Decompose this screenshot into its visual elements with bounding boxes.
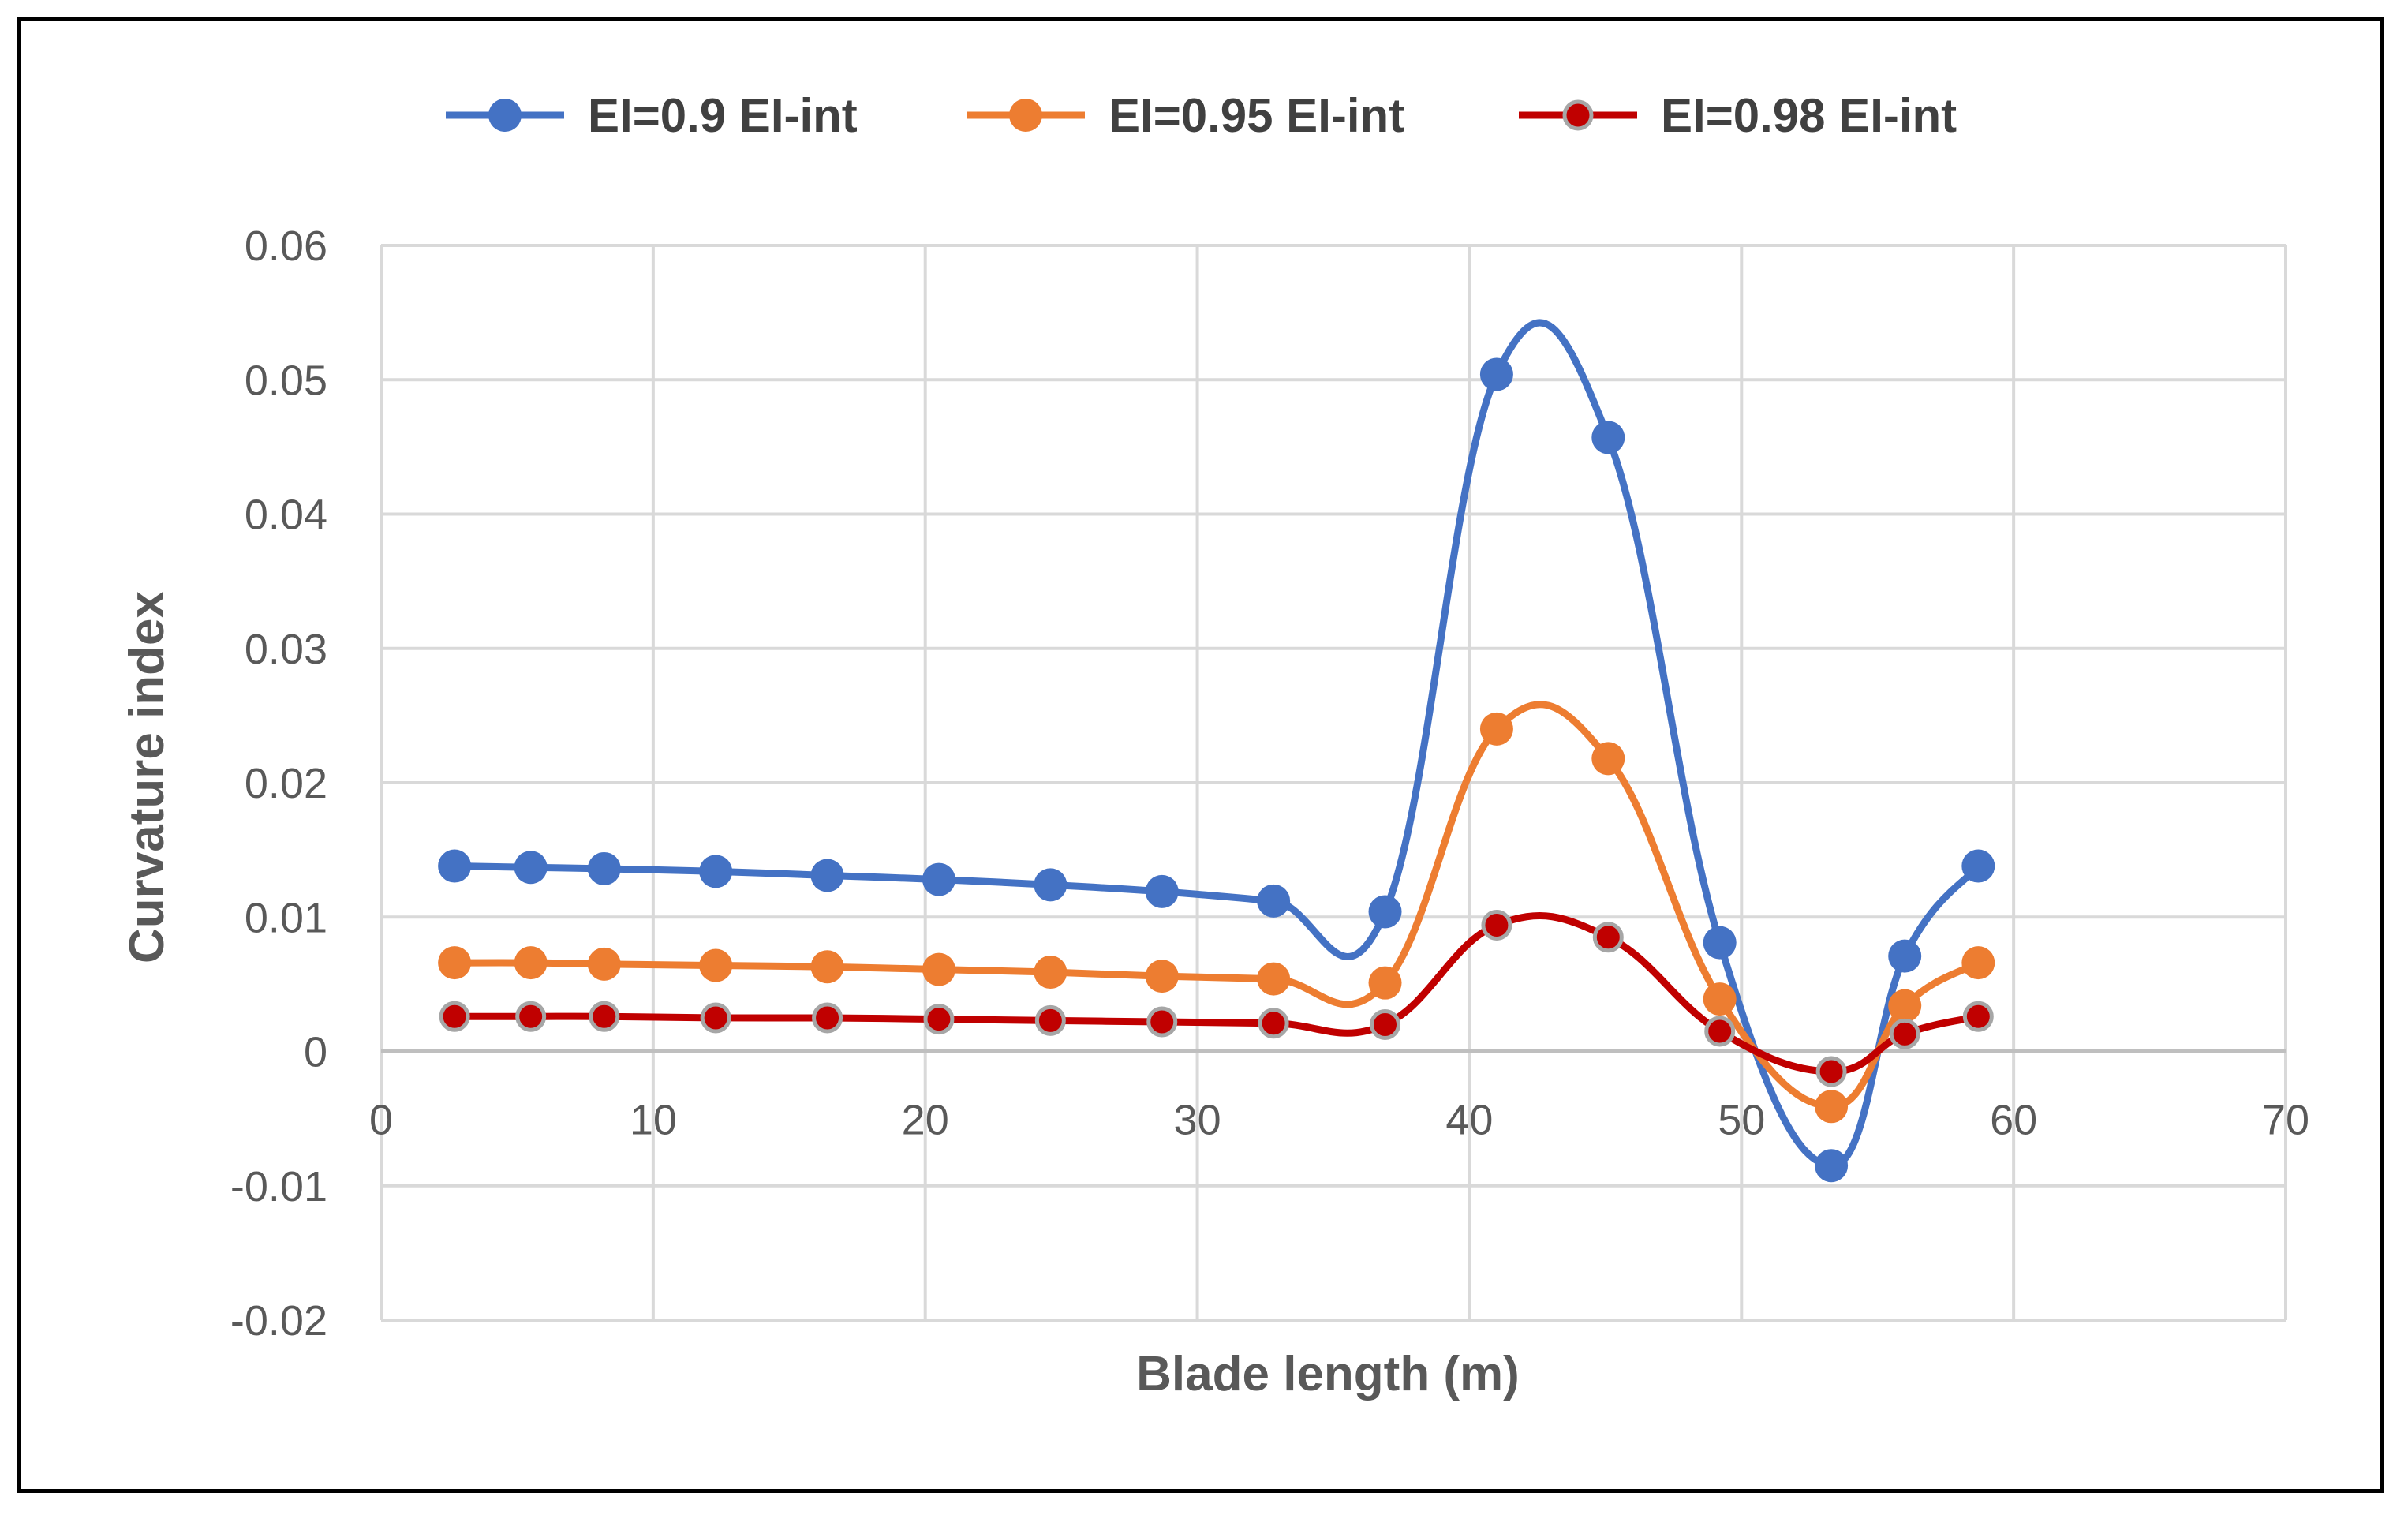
chart-frame (17, 17, 2384, 1493)
data-point (589, 1001, 620, 1032)
data-point (810, 858, 844, 892)
data-point (699, 855, 733, 888)
data-point (1257, 962, 1291, 996)
x-tick-label: 50 (1718, 1097, 1765, 1144)
grid (380, 244, 2287, 1322)
x-tick-label: 0 (369, 1097, 393, 1144)
data-point (1961, 946, 1995, 980)
data-point (1257, 884, 1291, 918)
data-point (1591, 421, 1625, 454)
data-point (1888, 939, 1922, 973)
legend-label: EI=0.98 EI-int (1661, 89, 1957, 142)
legend-label: EI=0.9 EI-int (588, 89, 858, 142)
data-point (1145, 960, 1179, 993)
data-point (700, 1002, 731, 1034)
x-tick-label: 60 (1990, 1097, 2037, 1144)
data-point (1145, 874, 1179, 908)
legend-marker (1009, 99, 1042, 132)
data-point (514, 946, 548, 980)
legend-marker (488, 99, 522, 132)
y-tick-label: 0.04 (245, 492, 327, 539)
data-point (1961, 849, 1995, 883)
y-tick-label: 0.06 (245, 223, 327, 270)
legend-label: EI=0.95 EI-int (1109, 89, 1404, 142)
data-point (699, 948, 733, 982)
legend-marker (1562, 99, 1594, 131)
axes: 0 10 20 30 40 50 60 70 -0.02 -0.01 0 0.01 0.02 0.03 0.… (230, 223, 2309, 1345)
data-point (439, 1001, 470, 1032)
data-point (812, 1002, 843, 1034)
series-line (454, 319, 1981, 1169)
data-point (1703, 926, 1737, 960)
data-point (1258, 1008, 1289, 1039)
x-tick-label: 40 (1445, 1097, 1493, 1144)
series-2 (438, 701, 1995, 1124)
data-point (922, 862, 955, 896)
data-point (1703, 982, 1737, 1016)
data-point (1591, 742, 1625, 776)
y-axis-title: Curvature index (120, 590, 174, 963)
y-tick-label: 0.03 (245, 626, 327, 673)
data-point (1592, 922, 1624, 953)
x-tick-label: 20 (902, 1097, 949, 1144)
data-point (1368, 895, 1402, 929)
data-point (1368, 966, 1402, 1000)
x-axis-title: Blade length (m) (1136, 1347, 1520, 1401)
data-point (1889, 1018, 1920, 1049)
data-point (438, 849, 472, 883)
data-point (1815, 1090, 1849, 1124)
data-point (515, 1001, 547, 1032)
data-point (1481, 909, 1512, 941)
data-point (1479, 712, 1513, 746)
x-tick-label: 30 (1174, 1097, 1221, 1144)
data-point (587, 851, 621, 885)
legend-item-3: EI=0.98 EI-int (1519, 89, 1957, 142)
y-tick-label: -0.02 (230, 1297, 327, 1345)
data-point (514, 851, 548, 885)
data-point (587, 947, 621, 981)
data-point (438, 946, 472, 980)
x-tick-label: 70 (2262, 1097, 2309, 1144)
data-point (1034, 956, 1068, 989)
data-point (1479, 357, 1513, 391)
data-point (1962, 1001, 1994, 1032)
data-point (1704, 1016, 1736, 1047)
series-line (454, 912, 1980, 1075)
legend: EI=0.9 EI-int EI=0.95 EI-int EI=0.98 EI-in… (446, 89, 1957, 142)
series-3 (439, 909, 1994, 1087)
series (438, 319, 1995, 1183)
y-tick-label: 0.05 (245, 357, 327, 404)
data-point (1034, 868, 1068, 902)
data-point (1034, 1004, 1066, 1036)
legend-item-2: EI=0.95 EI-int (967, 89, 1404, 142)
y-tick-label: 0.02 (245, 760, 327, 807)
data-point (1815, 1056, 1847, 1087)
series-1 (438, 319, 1995, 1183)
data-point (1370, 1008, 1401, 1040)
data-point (1815, 1149, 1849, 1183)
data-point (1146, 1006, 1178, 1038)
data-point (923, 1004, 955, 1035)
data-point (810, 950, 844, 984)
data-point (1888, 989, 1922, 1023)
y-tick-label: 0.01 (245, 894, 327, 941)
legend-item-1: EI=0.9 EI-int (446, 89, 858, 142)
y-tick-label: -0.01 (230, 1163, 327, 1210)
x-tick-label: 10 (630, 1097, 677, 1144)
data-point (922, 952, 955, 986)
y-tick-label: 0 (304, 1029, 327, 1076)
